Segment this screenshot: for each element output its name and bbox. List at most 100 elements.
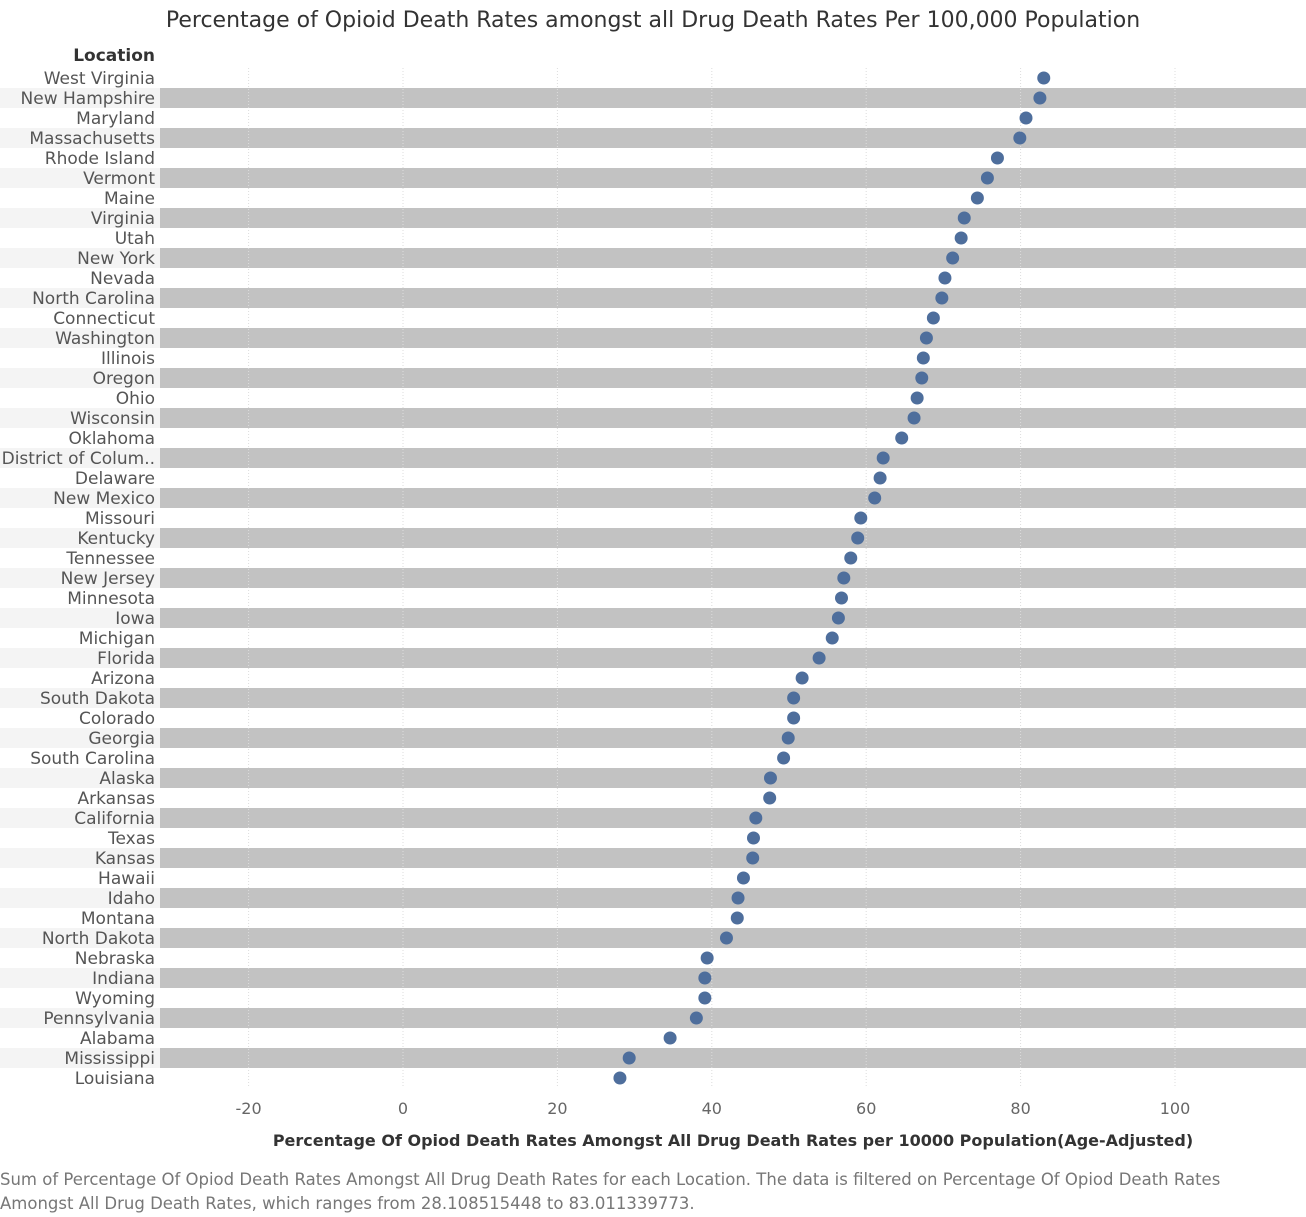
data-point[interactable] <box>834 591 848 605</box>
data-point[interactable] <box>938 271 952 285</box>
data-point[interactable] <box>749 811 763 825</box>
data-point[interactable] <box>663 1031 677 1045</box>
data-point[interactable] <box>746 851 760 865</box>
row-band <box>160 528 1306 548</box>
row-label: Mississippi <box>64 1049 155 1069</box>
data-point[interactable] <box>851 531 865 545</box>
data-point[interactable] <box>1013 131 1027 145</box>
data-point[interactable] <box>919 331 933 345</box>
row-header-location: Location <box>73 46 155 66</box>
row-label: Rhode Island <box>45 149 155 169</box>
data-point[interactable] <box>876 451 890 465</box>
row-label: Wisconsin <box>70 409 155 429</box>
chart-title: Percentage of Opioid Death Rates amongst… <box>165 8 1141 33</box>
row-band <box>160 488 1306 508</box>
row-label-band <box>0 888 160 908</box>
data-point[interactable] <box>689 1011 703 1025</box>
data-point[interactable] <box>957 211 971 225</box>
row-bands <box>0 88 1306 1068</box>
row-label-band <box>0 808 160 828</box>
data-point[interactable] <box>1019 111 1033 125</box>
data-points <box>613 71 1051 1085</box>
data-point[interactable] <box>731 891 745 905</box>
data-point[interactable] <box>719 931 733 945</box>
row-label: Missouri <box>85 509 155 529</box>
data-point[interactable] <box>868 491 882 505</box>
data-point[interactable] <box>763 791 777 805</box>
row-label: Maryland <box>76 109 155 129</box>
data-point[interactable] <box>777 751 791 765</box>
row-label: Minnesota <box>67 589 155 609</box>
data-point[interactable] <box>795 671 809 685</box>
row-label: Oregon <box>93 369 155 389</box>
row-band <box>160 568 1306 588</box>
row-label: District of Colum.. <box>2 449 155 469</box>
row-label-band <box>0 248 160 268</box>
data-point[interactable] <box>787 711 801 725</box>
row-label-band <box>0 568 160 588</box>
data-point[interactable] <box>844 551 858 565</box>
data-point[interactable] <box>873 471 887 485</box>
data-point[interactable] <box>622 1051 636 1065</box>
row-label-band <box>0 528 160 548</box>
data-point[interactable] <box>698 971 712 985</box>
data-point[interactable] <box>698 991 712 1005</box>
row-label: Nebraska <box>75 949 155 969</box>
row-label-band <box>0 768 160 788</box>
data-point[interactable] <box>915 371 929 385</box>
x-axis-ticks: -20 0 20 40 60 80 100 <box>236 1099 1191 1118</box>
data-point[interactable] <box>763 771 777 785</box>
row-label-band <box>0 88 160 108</box>
data-point[interactable] <box>781 731 795 745</box>
data-point[interactable] <box>730 911 744 925</box>
row-band <box>160 928 1306 948</box>
data-point[interactable] <box>700 951 714 965</box>
data-point[interactable] <box>910 391 924 405</box>
row-band <box>160 168 1306 188</box>
x-tick-label: 40 <box>702 1099 722 1118</box>
data-point[interactable] <box>854 511 868 525</box>
data-point[interactable] <box>895 431 909 445</box>
row-band <box>160 448 1306 468</box>
data-point[interactable] <box>831 611 845 625</box>
row-label: Michigan <box>79 629 155 649</box>
data-point[interactable] <box>787 691 801 705</box>
x-tick-label: 100 <box>1160 1099 1191 1118</box>
row-label: Ohio <box>116 389 155 409</box>
data-point[interactable] <box>613 1071 627 1085</box>
row-label-band <box>0 1048 160 1068</box>
row-label-band <box>0 328 160 348</box>
data-point[interactable] <box>825 631 839 645</box>
data-point[interactable] <box>935 291 949 305</box>
data-point[interactable] <box>954 231 968 245</box>
row-label: Wyoming <box>75 989 155 1009</box>
row-label-band <box>0 448 160 468</box>
row-label-band <box>0 688 160 708</box>
data-point[interactable] <box>736 871 750 885</box>
row-label: Tennessee <box>65 549 155 569</box>
data-point[interactable] <box>980 171 994 185</box>
data-point[interactable] <box>970 191 984 205</box>
data-point[interactable] <box>812 651 826 665</box>
row-label: Washington <box>55 329 155 349</box>
data-point[interactable] <box>946 251 960 265</box>
data-point[interactable] <box>1033 91 1047 105</box>
row-band <box>160 328 1306 348</box>
row-label: North Dakota <box>42 929 155 949</box>
data-point[interactable] <box>916 351 930 365</box>
x-tick-label: 80 <box>1010 1099 1030 1118</box>
data-point[interactable] <box>990 151 1004 165</box>
row-band <box>160 768 1306 788</box>
data-point[interactable] <box>1037 71 1051 85</box>
data-point[interactable] <box>907 411 921 425</box>
row-label: Hawaii <box>98 869 155 889</box>
data-point[interactable] <box>746 831 760 845</box>
row-band <box>160 368 1306 388</box>
row-label-band <box>0 368 160 388</box>
row-band <box>160 968 1306 988</box>
data-point[interactable] <box>926 311 940 325</box>
row-label: Florida <box>97 649 155 669</box>
row-band <box>160 608 1306 628</box>
data-point[interactable] <box>837 571 851 585</box>
